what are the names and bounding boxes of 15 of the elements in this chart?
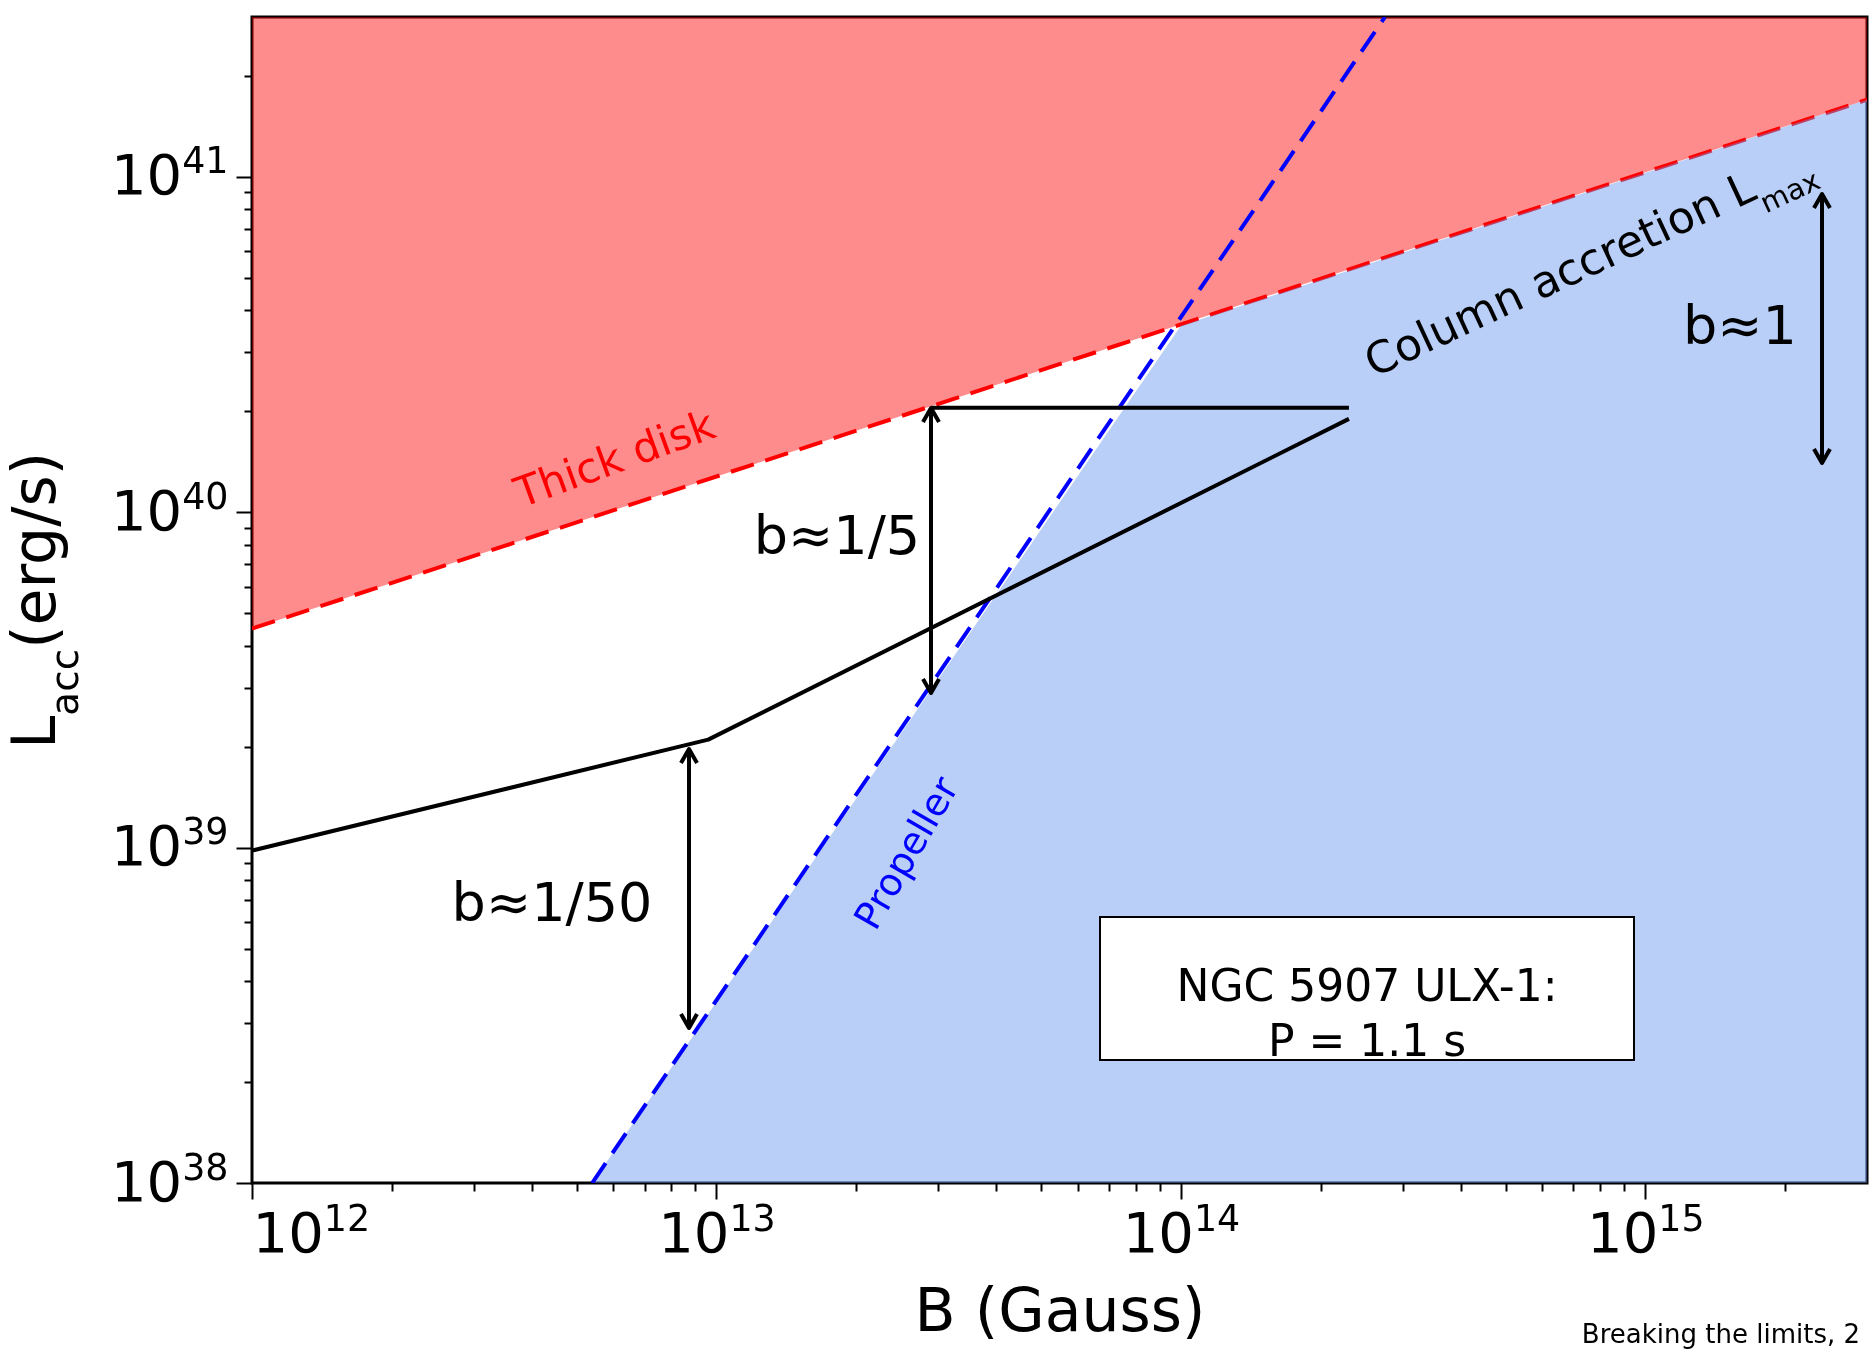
x-tick-label: 10$^{13}$	[658, 1196, 776, 1265]
annotation: Thick disk	[506, 399, 722, 518]
x-tick-label: 10$^{14}$	[1122, 1196, 1241, 1265]
annotation: b≈1	[1683, 294, 1797, 357]
y-tick-label: 10$^{38}$	[110, 1145, 229, 1214]
y-tick-label: 10$^{40}$	[110, 474, 229, 543]
y-tick-label: 10$^{41}$	[110, 139, 229, 208]
x-tick-label: 10$^{12}$	[252, 1196, 371, 1265]
y-tick-label: 10$^{39}$	[110, 809, 229, 879]
annotation: b≈1/5	[753, 504, 921, 567]
text: Breaking the limits, 2	[1581, 1319, 1860, 1349]
x-tick-label: 10$^{15}$	[1587, 1196, 1705, 1265]
annotation: NGC 5907 ULX-1: P = 1.1 s	[1176, 960, 1558, 1066]
x-axis-title: B (Gauss)	[914, 1274, 1206, 1345]
annotation: b≈1/50	[451, 871, 653, 934]
